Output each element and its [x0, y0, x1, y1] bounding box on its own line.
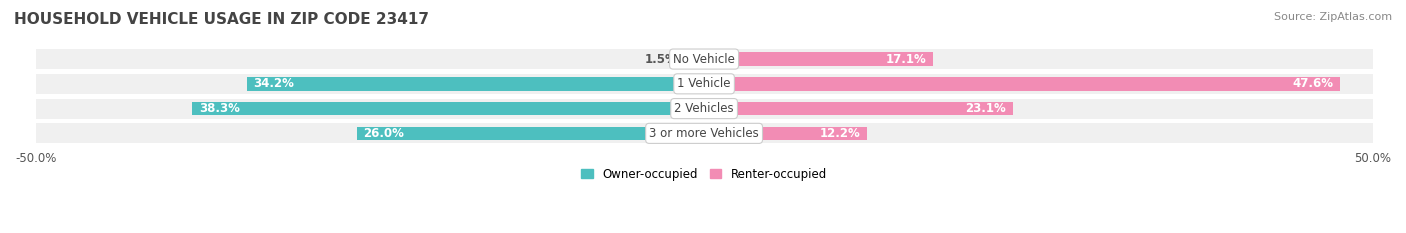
Text: 1 Vehicle: 1 Vehicle [678, 77, 731, 90]
Bar [704, 127, 868, 140]
Bar [704, 102, 1012, 115]
Text: 12.2%: 12.2% [820, 127, 860, 140]
Bar [193, 102, 704, 115]
Text: 26.0%: 26.0% [363, 127, 404, 140]
Text: 3 or more Vehicles: 3 or more Vehicles [650, 127, 759, 140]
Bar [247, 77, 704, 91]
Bar [35, 49, 1372, 69]
Text: 17.1%: 17.1% [886, 53, 927, 65]
Bar [704, 52, 932, 66]
Legend: Owner-occupied, Renter-occupied: Owner-occupied, Renter-occupied [581, 168, 827, 181]
Bar [35, 123, 1372, 143]
Bar [357, 127, 704, 140]
Bar [35, 99, 1372, 119]
Text: 34.2%: 34.2% [253, 77, 294, 90]
Text: 1.5%: 1.5% [644, 53, 678, 65]
Bar [704, 77, 1340, 91]
Bar [35, 74, 1372, 94]
Text: 38.3%: 38.3% [198, 102, 239, 115]
Text: No Vehicle: No Vehicle [673, 53, 735, 65]
Text: 23.1%: 23.1% [966, 102, 1007, 115]
Text: 2 Vehicles: 2 Vehicles [675, 102, 734, 115]
Text: HOUSEHOLD VEHICLE USAGE IN ZIP CODE 23417: HOUSEHOLD VEHICLE USAGE IN ZIP CODE 2341… [14, 12, 429, 27]
Text: 47.6%: 47.6% [1292, 77, 1334, 90]
Bar [685, 52, 704, 66]
Text: Source: ZipAtlas.com: Source: ZipAtlas.com [1274, 12, 1392, 22]
